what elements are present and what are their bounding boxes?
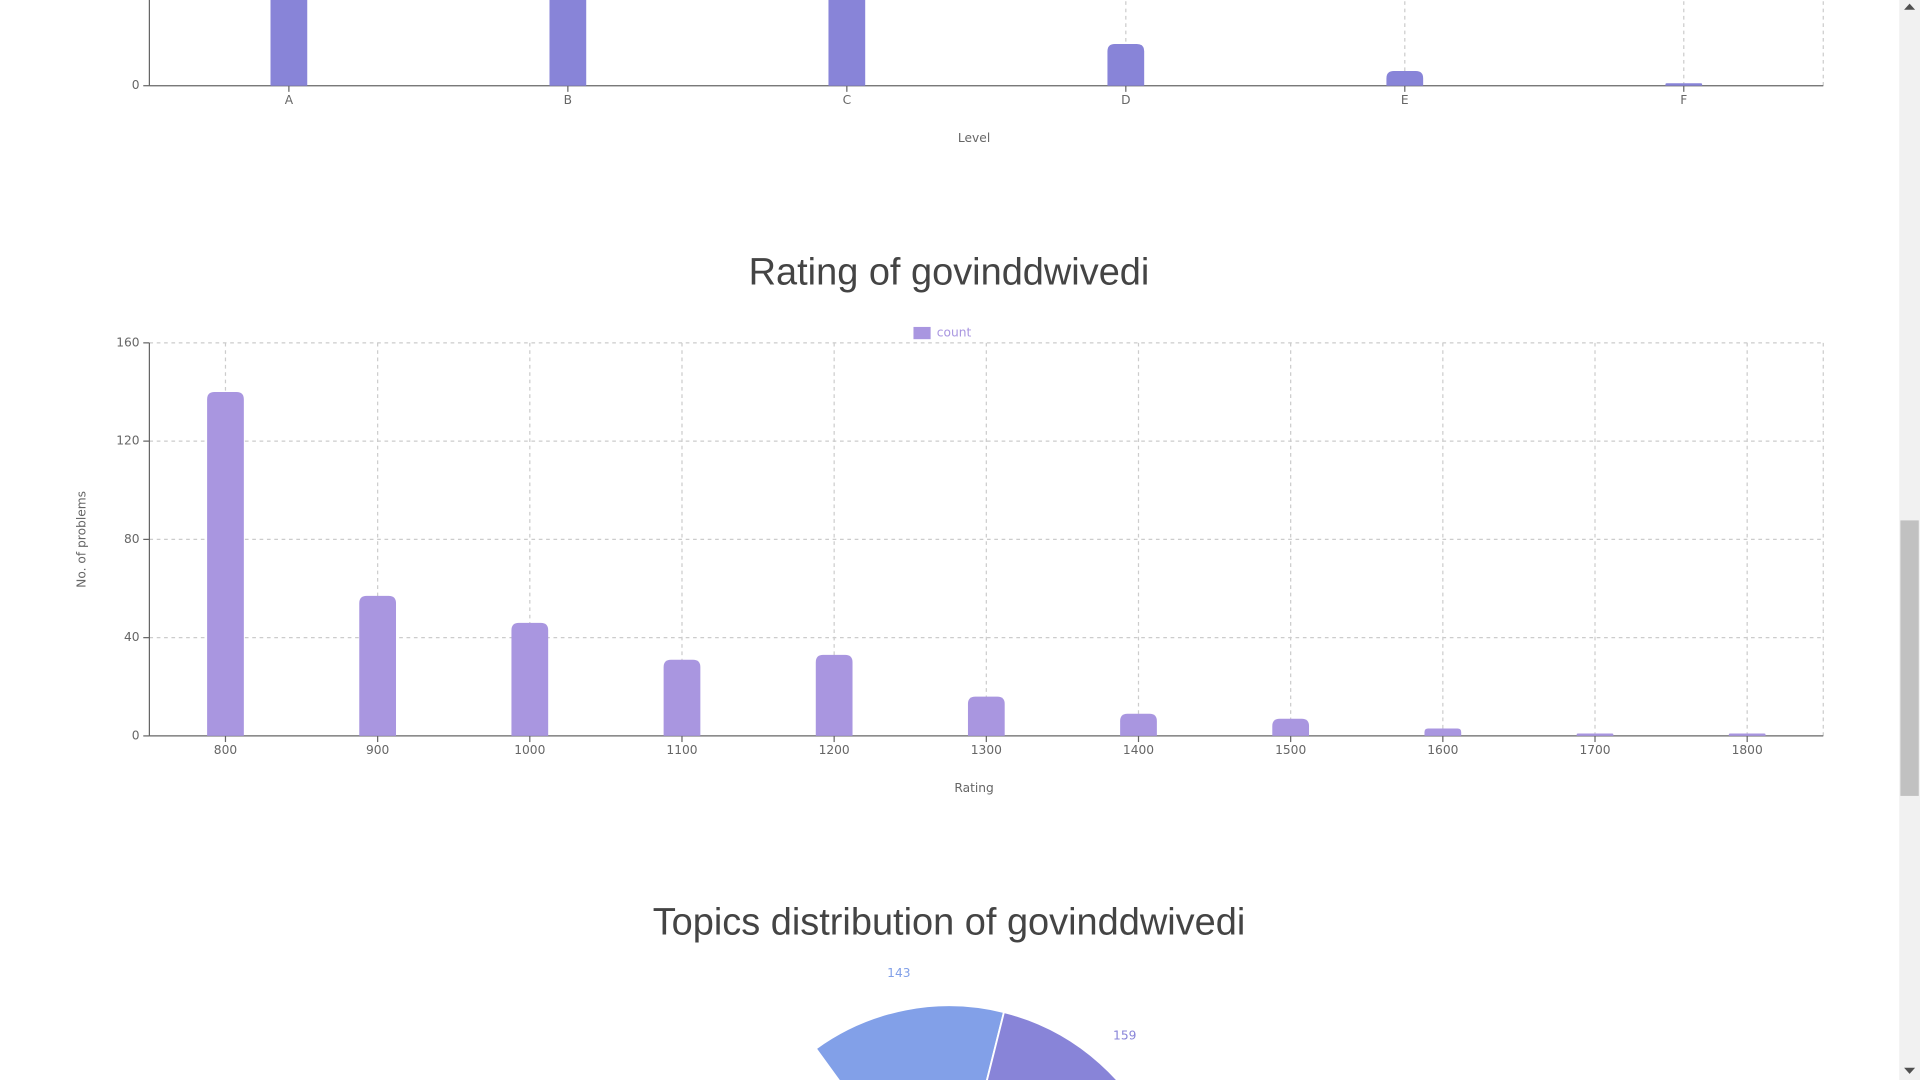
x-tick-label: 800 — [214, 743, 237, 757]
slice-label: 143 — [887, 966, 910, 980]
x-tick-label: 1800 — [1732, 743, 1763, 757]
x-tick-label: C — [843, 93, 852, 107]
y-tick-label: 120 — [116, 434, 139, 448]
x-tick-label: A — [285, 93, 294, 107]
y-axis-label: No. of problems — [75, 491, 89, 588]
bar — [1386, 70, 1424, 86]
y-tick-label: 40 — [124, 630, 140, 644]
x-tick-label: F — [1680, 93, 1687, 107]
x-tick-label: 1500 — [1275, 743, 1306, 757]
pie-slice — [986, 1010, 1119, 1080]
bar — [828, 0, 866, 86]
x-tick-label: 900 — [366, 743, 389, 757]
bar — [815, 654, 853, 736]
bar — [270, 0, 308, 86]
chart-title: Topics distribution of govinddwivedi — [653, 902, 1246, 944]
bar — [663, 659, 701, 736]
bar — [1424, 728, 1462, 736]
x-axis-label: Rating — [954, 781, 993, 795]
scroll-up[interactable] — [1904, 3, 1916, 10]
y-tick-label: 80 — [124, 532, 140, 546]
x-tick-label: 1600 — [1427, 743, 1458, 757]
bar — [1728, 733, 1766, 736]
x-axis-label: Level — [958, 131, 990, 145]
slice-label: 159 — [1113, 1028, 1136, 1042]
x-tick-label: 1200 — [819, 743, 850, 757]
y-tick-label: 0 — [132, 78, 140, 92]
x-tick-label: 1300 — [971, 743, 1002, 757]
legend-label: count — [937, 326, 972, 340]
scroll-down[interactable] — [1904, 1067, 1916, 1074]
x-tick-label: 1000 — [514, 743, 545, 757]
x-tick-label: E — [1401, 93, 1409, 107]
bar — [549, 0, 587, 86]
y-tick-label: 160 — [116, 335, 139, 349]
chart-title: Rating of govinddwivedi — [749, 251, 1150, 293]
pie-slice — [814, 1004, 1006, 1080]
bar — [1120, 713, 1157, 736]
bar — [359, 595, 397, 736]
x-tick-label: 1400 — [1123, 743, 1154, 757]
x-tick-label: 1700 — [1579, 743, 1610, 757]
bar — [967, 696, 1005, 736]
bar — [1665, 83, 1703, 86]
bar — [1272, 718, 1310, 736]
y-tick-label: 0 — [132, 728, 140, 742]
bar — [511, 622, 549, 736]
bar — [207, 391, 244, 736]
bar — [1576, 733, 1614, 736]
bar — [1107, 43, 1145, 86]
x-tick-label: 1100 — [666, 743, 697, 757]
x-tick-label: B — [564, 93, 572, 107]
x-tick-label: D — [1121, 93, 1130, 107]
scrollbar-thumb[interactable] — [1900, 520, 1919, 796]
legend-swatch — [913, 326, 931, 340]
